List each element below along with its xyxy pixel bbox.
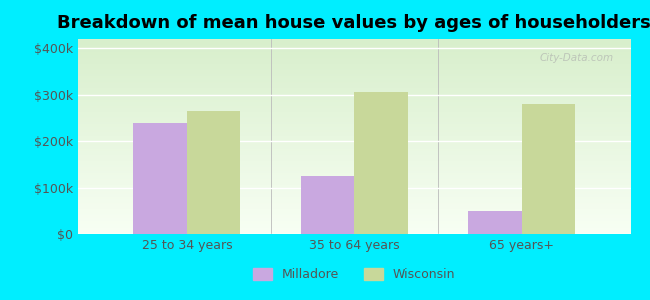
Bar [522,104,575,234]
Bar [354,92,408,234]
Text: City-Data.com: City-Data.com [540,52,614,63]
Bar [187,111,240,234]
Title: Breakdown of mean house values by ages of householders: Breakdown of mean house values by ages o… [57,14,650,32]
Legend: Milladore, Wisconsin: Milladore, Wisconsin [248,263,460,286]
Bar [468,211,522,234]
Bar [133,123,187,234]
Bar [301,176,354,234]
